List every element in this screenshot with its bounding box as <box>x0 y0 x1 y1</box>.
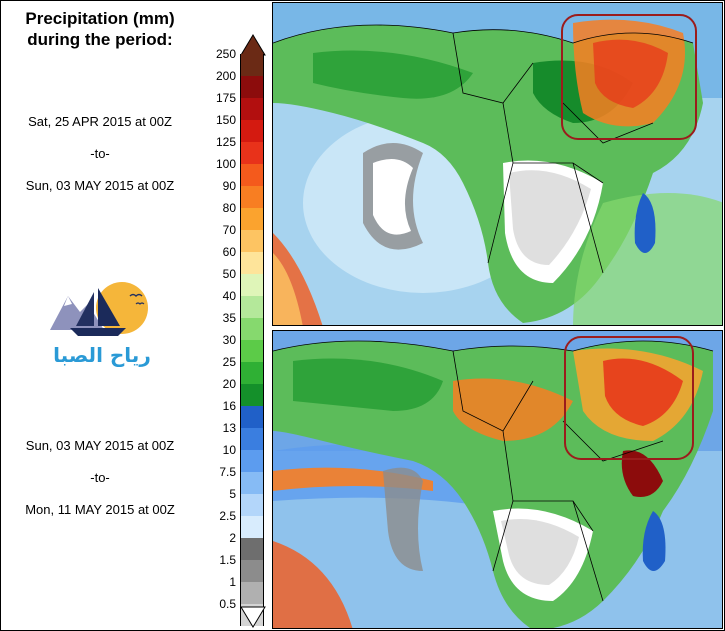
legend-swatch <box>240 494 264 516</box>
legend-tick-label: 90 <box>222 179 236 193</box>
period-2-sep: -to- <box>90 470 110 485</box>
legend-swatch <box>240 428 264 450</box>
legend-tick-label: 125 <box>215 135 236 149</box>
legend-tick-label: 13 <box>222 421 236 435</box>
logo: رياح الصبا <box>46 278 166 378</box>
period-2-end: Mon, 11 MAY 2015 at 00Z <box>25 502 175 517</box>
legend-colorbar <box>240 54 264 626</box>
legend-tick-label: 1.5 <box>219 553 236 567</box>
legend-tick-label: 200 <box>215 69 236 83</box>
legend-tick-label: 20 <box>222 377 236 391</box>
legend-swatch <box>240 208 264 230</box>
legend-swatch <box>240 406 264 428</box>
highlight-box-2 <box>564 336 694 460</box>
period-1: Sat, 25 APR 2015 at 00Z -to- Sun, 03 MAY… <box>0 106 200 202</box>
period-1-start: Sat, 25 APR 2015 at 00Z <box>28 114 172 129</box>
legend-tick-label: 175 <box>215 91 236 105</box>
period-1-sep: -to- <box>90 146 110 161</box>
legend-swatch <box>240 186 264 208</box>
legend-tick-label: 10 <box>222 443 236 457</box>
title-line-1: Precipitation (mm) <box>25 9 175 28</box>
legend-tick-label: 50 <box>222 267 236 281</box>
legend-swatch <box>240 164 264 186</box>
legend-tick-label: 0.5 <box>219 597 236 611</box>
legend-tick-label: 70 <box>222 223 236 237</box>
logo-boat-icon: رياح الصبا <box>50 282 151 367</box>
precip-map-2 <box>273 331 722 628</box>
legend-tick-label: 5 <box>229 487 236 501</box>
legend-swatch <box>240 340 264 362</box>
legend-swatch <box>240 318 264 340</box>
legend-swatch <box>240 142 264 164</box>
legend-tick-label: 1 <box>229 575 236 589</box>
legend-tick-label: 250 <box>215 47 236 61</box>
legend-tick-label: 7.5 <box>219 465 236 479</box>
legend-tick-label: 100 <box>215 157 236 171</box>
legend-swatch <box>240 296 264 318</box>
legend-swatch <box>240 362 264 384</box>
legend-tick-label: 2 <box>229 531 236 545</box>
legend-swatch <box>240 230 264 252</box>
map-panel-1 <box>272 2 723 326</box>
legend-tick-label: 150 <box>215 113 236 127</box>
legend-swatch <box>240 472 264 494</box>
period-2: Sun, 03 MAY 2015 at 00Z -to- Mon, 11 MAY… <box>0 430 200 526</box>
legend-tick-label: 25 <box>222 355 236 369</box>
legend-tick-label: 30 <box>222 333 236 347</box>
legend-swatch <box>240 560 264 582</box>
legend-tick-label: 40 <box>222 289 236 303</box>
legend-title: Precipitation (mm) during the period: <box>0 8 200 50</box>
legend-swatch <box>240 538 264 560</box>
legend-tick-label: 80 <box>222 201 236 215</box>
title-line-2: during the period: <box>27 30 173 49</box>
period-1-end: Sun, 03 MAY 2015 at 00Z <box>25 178 175 193</box>
legend-swatch <box>240 516 264 538</box>
highlight-box-1 <box>561 14 697 140</box>
legend-swatch <box>240 252 264 274</box>
legend-swatch <box>240 76 264 98</box>
legend-tick-label: 2.5 <box>219 509 236 523</box>
map-panel-2 <box>272 330 723 629</box>
legend-tick-label: 60 <box>222 245 236 259</box>
legend-tick-label: 35 <box>222 311 236 325</box>
legend-swatch <box>240 98 264 120</box>
legend-swatch <box>240 450 264 472</box>
legend-swatch <box>240 120 264 142</box>
legend-swatch <box>240 384 264 406</box>
legend-arrow-top-icon <box>240 34 266 56</box>
legend-swatch <box>240 582 264 604</box>
logo-text: رياح الصبا <box>53 343 151 367</box>
legend-tick-label: 16 <box>222 399 236 413</box>
legend-swatch <box>240 274 264 296</box>
precip-map-1 <box>273 3 722 325</box>
legend-swatch <box>240 54 264 76</box>
legend-arrow-bottom-icon <box>240 606 266 628</box>
period-2-start: Sun, 03 MAY 2015 at 00Z <box>25 438 175 453</box>
